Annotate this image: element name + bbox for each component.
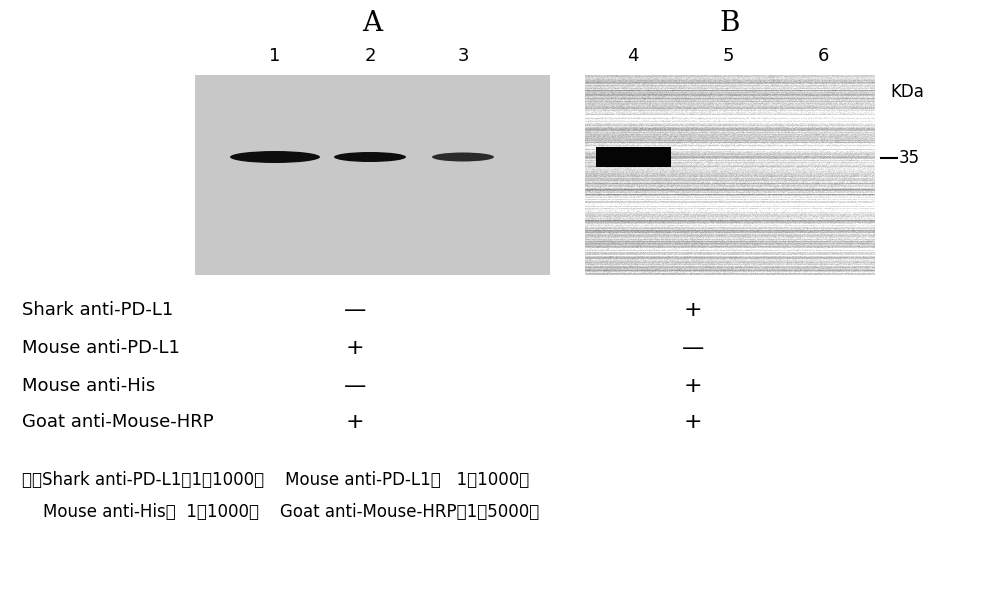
Ellipse shape bbox=[334, 152, 406, 162]
Text: Mouse anti-His: Mouse anti-His bbox=[22, 377, 155, 395]
Text: 35: 35 bbox=[899, 149, 920, 167]
Text: +: + bbox=[346, 338, 364, 358]
Text: A: A bbox=[362, 10, 383, 37]
Text: 3: 3 bbox=[457, 47, 469, 65]
Text: —: — bbox=[344, 376, 366, 396]
Text: 注：Shark anti-PD-L1：1：1000；    Mouse anti-PD-L1：   1：1000；: 注：Shark anti-PD-L1：1：1000； Mouse anti-PD… bbox=[22, 471, 529, 489]
Text: KDa: KDa bbox=[890, 83, 924, 101]
Text: 5: 5 bbox=[722, 47, 734, 65]
Ellipse shape bbox=[230, 151, 320, 163]
Text: Shark anti-PD-L1: Shark anti-PD-L1 bbox=[22, 301, 173, 319]
Text: Mouse anti-His：  1：1000；    Goat anti-Mouse-HRP：1：5000；: Mouse anti-His： 1：1000； Goat anti-Mouse-… bbox=[22, 503, 539, 521]
Text: Mouse anti-PD-L1: Mouse anti-PD-L1 bbox=[22, 339, 180, 357]
Text: —: — bbox=[682, 338, 704, 358]
Text: 1: 1 bbox=[269, 47, 281, 65]
Ellipse shape bbox=[432, 152, 494, 161]
Bar bbox=[195, 75, 550, 275]
Text: —: — bbox=[344, 300, 366, 320]
Text: +: + bbox=[684, 376, 702, 396]
Text: 6: 6 bbox=[817, 47, 829, 65]
Text: +: + bbox=[684, 412, 702, 432]
Text: 4: 4 bbox=[627, 47, 639, 65]
Text: B: B bbox=[720, 10, 740, 37]
Bar bbox=[596, 147, 670, 167]
Text: Goat anti-Mouse-HRP: Goat anti-Mouse-HRP bbox=[22, 413, 214, 431]
Text: +: + bbox=[346, 412, 364, 432]
Text: 2: 2 bbox=[364, 47, 376, 65]
Text: +: + bbox=[684, 300, 702, 320]
